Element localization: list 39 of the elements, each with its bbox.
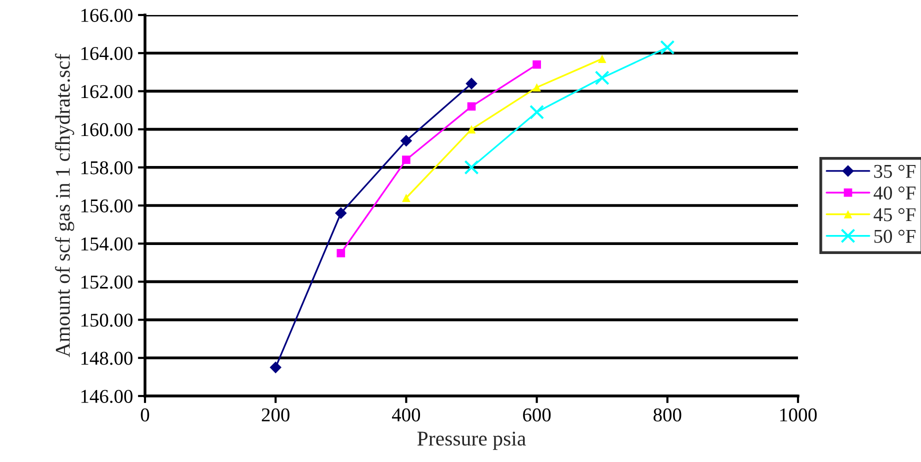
y-tick-label: 148.00 <box>81 352 132 365</box>
y-tick-label: 154.00 <box>81 237 132 251</box>
point <box>594 70 610 86</box>
point <box>532 60 541 69</box>
legend-label: 35 °F <box>874 164 916 178</box>
point <box>402 194 410 202</box>
legend-label: 45 °F <box>874 208 916 222</box>
point <box>466 78 478 90</box>
x-tick-label: 1000 <box>780 408 817 422</box>
point <box>400 134 412 147</box>
point <box>270 362 282 374</box>
point <box>598 54 606 63</box>
y-tick-label: 166.00 <box>81 8 132 22</box>
y-tick-label: 162.00 <box>81 85 132 98</box>
x-tick-label: 0 <box>140 408 150 422</box>
x-tick-label: 800 <box>654 408 682 422</box>
x-tick-label: 200 <box>262 408 290 422</box>
point <box>464 160 479 175</box>
x-tick-label: 600 <box>523 408 551 422</box>
point <box>402 156 410 164</box>
point <box>467 125 476 134</box>
point <box>530 104 544 120</box>
point <box>335 207 347 220</box>
point <box>467 102 476 111</box>
point <box>660 40 675 55</box>
y-tick-label: 150.00 <box>81 314 132 327</box>
x-tick-label: 400 <box>392 408 420 422</box>
legend-label: 50 °F <box>874 230 916 243</box>
y-tick-label: 158.00 <box>81 161 132 174</box>
y-tick-label: 160.00 <box>81 123 132 136</box>
y-tick-label: 164.00 <box>81 46 132 60</box>
y-axis-title: Amount of scf gas in 1 cfhydrate.scf <box>55 54 74 358</box>
y-tick-label: 146.00 <box>81 390 132 404</box>
legend-label: 40 °F <box>874 186 916 200</box>
point <box>336 248 346 258</box>
y-tick-label: 156.00 <box>81 199 132 213</box>
x-axis-title: Pressure psia <box>417 432 526 450</box>
point <box>532 83 541 92</box>
y-tick-label: 152.00 <box>81 276 132 289</box>
